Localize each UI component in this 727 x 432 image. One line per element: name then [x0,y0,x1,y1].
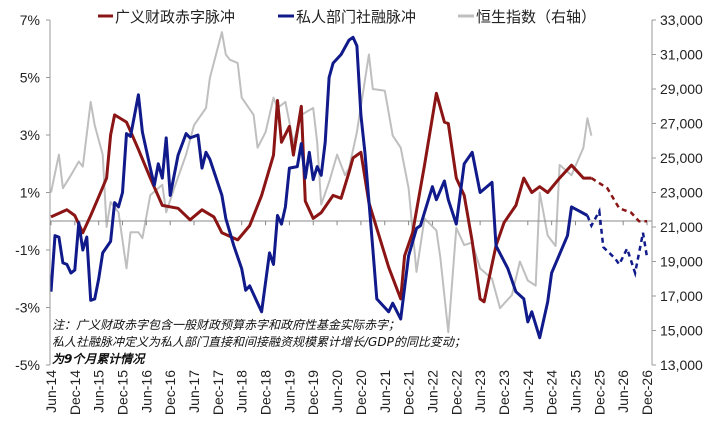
left-axis-series-layer [49,35,649,340]
left-tick-label: 3% [20,127,40,143]
x-tick-label: Dec-26 [639,370,655,415]
left-tick-label: 7% [20,12,40,28]
x-tick-label: Dec-19 [305,370,321,415]
right-axis-ticks: 33,000 31,000 29,000 27,000 25,000 23,000 21,0… [652,12,703,373]
right-tick-label: 17,000 [660,288,703,304]
hang-seng-index-line [50,31,593,334]
left-tick-label: 5% [20,70,40,86]
legend-item-fiscal: 广义财政赤字脉冲 [98,8,235,26]
left-tick-label: -1% [15,242,40,258]
left-tick-label: 1% [20,185,40,201]
x-tick-label: Dec-17 [210,370,226,415]
right-tick-label: 15,000 [660,323,703,339]
x-tick-label: Jun-24 [520,370,536,413]
x-tick-label: Dec-21 [401,370,417,415]
right-tick-label: 23,000 [660,185,703,201]
x-tick-label: Dec-18 [258,370,274,415]
x-tick-label: Jun-20 [329,370,345,413]
right-tick-label: 33,000 [660,12,703,28]
x-tick-label: Dec-25 [591,370,607,415]
private-credit-pulse-line [49,35,589,340]
x-tick-label: Jun-19 [281,370,297,413]
legend: 广义财政赤字脉冲 私人部门社融脉冲 恒生指数（右轴） [98,8,596,26]
x-tick-label: Jun-18 [234,370,250,413]
right-tick-label: 29,000 [660,81,703,97]
x-axis-ticks: Jun-14 Dec-14 Jun-15 Dec-15 Jun-16 Dec-16 Jun-… [43,370,655,415]
legend-label-fiscal: 广义财政赤字脉冲 [115,8,235,26]
hang-seng-layer [50,31,593,334]
right-tick-label: 27,000 [660,116,703,132]
left-tick-label: -3% [15,300,40,316]
x-tick-label: Dec-16 [162,370,178,415]
x-tick-label: Dec-14 [67,370,83,415]
note-line-3: 为9个月累计情况 [52,352,146,366]
left-tick-label: -5% [15,357,40,373]
x-tick-label: Dec-23 [496,370,512,415]
fiscal-deficit-pulse-line-forecast [590,177,647,223]
right-tick-label: 25,000 [660,150,703,166]
x-tick-label: Jun-22 [424,370,440,413]
x-tick-label: Jun-15 [91,370,107,413]
note-line-2: 私人社融脉冲定义为私人部门直接和间接融资规模累计增长/GDP的同比变动； [52,335,466,349]
x-tick-label: Jun-21 [377,370,393,413]
zero-line-ticks [50,221,648,226]
x-tick-label: Jun-26 [615,370,631,413]
x-tick-label: Dec-24 [544,370,560,415]
x-tick-label: Dec-22 [448,370,464,415]
legend-item-credit: 私人部门社融脉冲 [278,8,416,26]
right-tick-label: 19,000 [660,254,703,270]
x-tick-label: Dec-15 [115,370,131,415]
right-tick-label: 31,000 [660,47,703,63]
legend-label-credit: 私人部门社融脉冲 [296,8,416,26]
x-tick-label: Jun-23 [472,370,488,413]
x-tick-label: Dec-20 [353,370,369,415]
x-tick-label: Jun-25 [567,370,583,413]
right-tick-label: 13,000 [660,357,703,373]
left-axis-ticks: 7% 5% 3% 1% -1% -3% -5% [15,12,50,373]
right-tick-label: 21,000 [660,219,703,235]
x-tick-label: Jun-14 [43,370,59,413]
x-tick-label: Jun-17 [186,370,202,413]
note-line-1: 注：广义财政赤字包含一般财政预算赤字和政府性基金实际赤字； [52,318,400,332]
notes: 注：广义财政赤字包含一般财政预算赤字和政府性基金实际赤字； 私人社融脉冲定义为私… [52,318,466,366]
legend-label-hang-seng: 恒生指数（右轴） [476,8,596,26]
private-credit-pulse-line-forecast [586,207,649,278]
legend-item-hang-seng: 恒生指数（右轴） [458,8,596,26]
x-tick-label: Jun-16 [138,370,154,413]
